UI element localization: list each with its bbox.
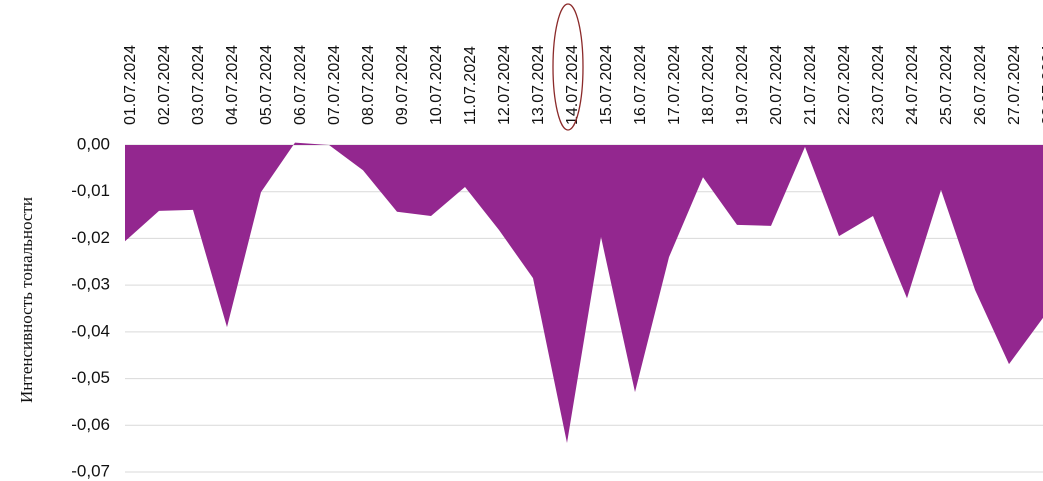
x-tick-label: 27.07.2024 <box>1006 45 1023 125</box>
x-tick-label: 24.07.2024 <box>904 45 921 125</box>
x-tick-label: 03.07.2024 <box>190 45 207 125</box>
y-tick-label: -0,03 <box>71 275 110 294</box>
x-tick-label: 10.07.2024 <box>428 45 445 125</box>
x-tick-label: 16.07.2024 <box>632 45 649 125</box>
x-tick-label: 26.07.2024 <box>972 45 989 125</box>
x-tick-label: 07.07.2024 <box>326 45 343 125</box>
x-tick-label: 12.07.2024 <box>496 45 513 125</box>
y-tick-label: -0,06 <box>71 415 110 434</box>
x-tick-label: 17.07.2024 <box>666 45 683 125</box>
x-tick-label: 08.07.2024 <box>360 45 377 125</box>
x-tick-label: 11.07.2024 <box>462 46 479 125</box>
x-tick-label: 02.07.2024 <box>156 45 173 125</box>
x-tick-label: 14.07.2024 <box>564 45 581 125</box>
x-tick-label: 18.07.2024 <box>700 45 717 125</box>
x-tick-label: 20.07.2024 <box>768 45 785 125</box>
x-tick-label: 25.07.2024 <box>938 45 955 125</box>
x-tick-label: 05.07.2024 <box>258 45 275 125</box>
area <box>125 142 1043 444</box>
x-tick-label: 13.07.2024 <box>530 45 547 125</box>
x-tick-label: 01.07.2024 <box>122 45 139 125</box>
y-tick-label: -0,02 <box>71 228 110 247</box>
x-tick-label: 23.07.2024 <box>870 45 887 125</box>
x-tick-label: 28.07.2024 <box>1040 45 1043 125</box>
y-tick-label: -0,01 <box>71 181 110 200</box>
y-axis-title: Интенсивность тональности <box>17 197 36 403</box>
x-tick-label: 09.07.2024 <box>394 45 411 125</box>
x-tick-label: 06.07.2024 <box>292 45 309 125</box>
x-tick-label: 21.07.2024 <box>802 45 819 125</box>
y-tick-label: -0,04 <box>71 321 110 340</box>
x-tick-label: 04.07.2024 <box>224 45 241 125</box>
y-tick-label: 0,00 <box>77 134 110 153</box>
x-tick-label: 22.07.2024 <box>836 45 853 125</box>
y-tick-label: -0,05 <box>71 368 110 387</box>
y-tick-label: -0,07 <box>71 461 110 480</box>
x-tick-label: 15.07.2024 <box>598 45 615 125</box>
x-tick-label: 19.07.2024 <box>734 45 751 125</box>
highlight-circle <box>552 3 584 131</box>
